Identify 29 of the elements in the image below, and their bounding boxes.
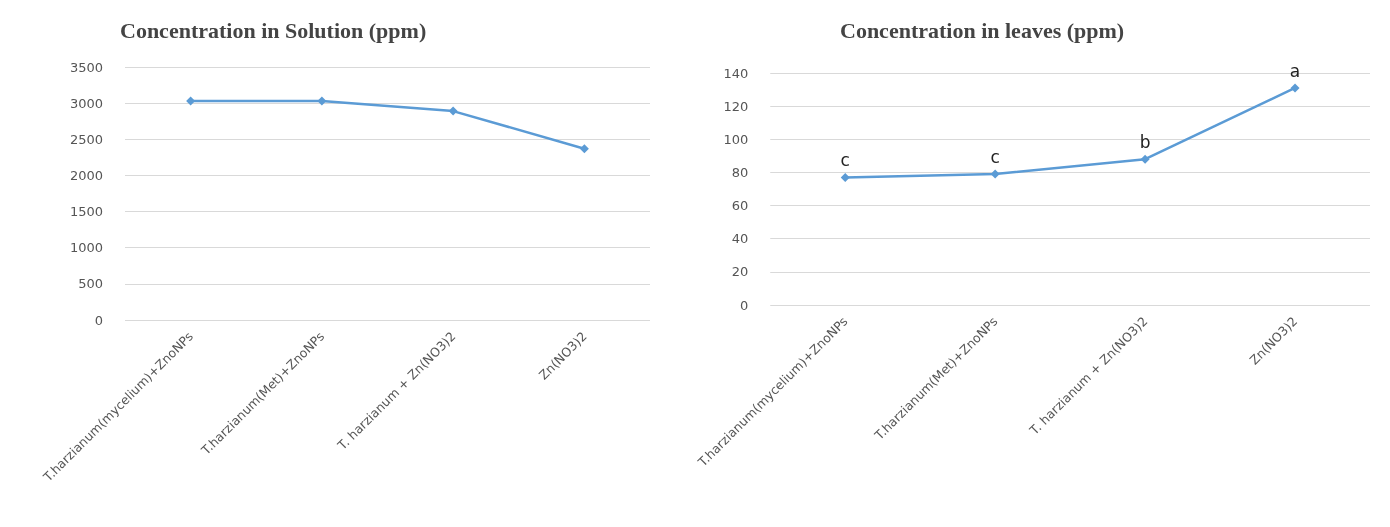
point (579, 144, 589, 154)
y-tick-label: 0 (739, 297, 749, 313)
chart-title: Concentration in leaves (ppm) (840, 17, 1125, 43)
point (1140, 154, 1150, 164)
data-label: b (1139, 132, 1151, 153)
y-tick-label: 20 (731, 264, 749, 280)
point (317, 96, 327, 106)
point (840, 172, 850, 182)
y-tick-label: 1500 (69, 204, 103, 220)
point (448, 106, 458, 116)
y-tick-label: 2500 (69, 131, 103, 147)
data-label: c (840, 150, 850, 171)
data-label: c (990, 147, 1000, 168)
y-tick-label: 3500 (69, 59, 103, 75)
data-label: a (1289, 60, 1301, 81)
chart-title: Concentration in Solution (ppm) (120, 17, 427, 43)
y-tick-label: 40 (731, 231, 749, 247)
y-tick-label: 3000 (69, 95, 103, 111)
y-tick-label: 0 (94, 312, 103, 328)
y-tick-label: 500 (78, 276, 103, 292)
y-tick-label: 140 (723, 65, 749, 81)
y-tick-label: 120 (723, 98, 749, 114)
y-tick-label: 2000 (69, 167, 103, 183)
y-tick-label: 100 (723, 131, 749, 147)
y-tick-label: 80 (731, 164, 749, 180)
y-tick-label: 60 (731, 198, 749, 214)
point (1290, 83, 1300, 93)
y-tick-label: 1000 (69, 240, 103, 256)
point (990, 169, 1000, 179)
